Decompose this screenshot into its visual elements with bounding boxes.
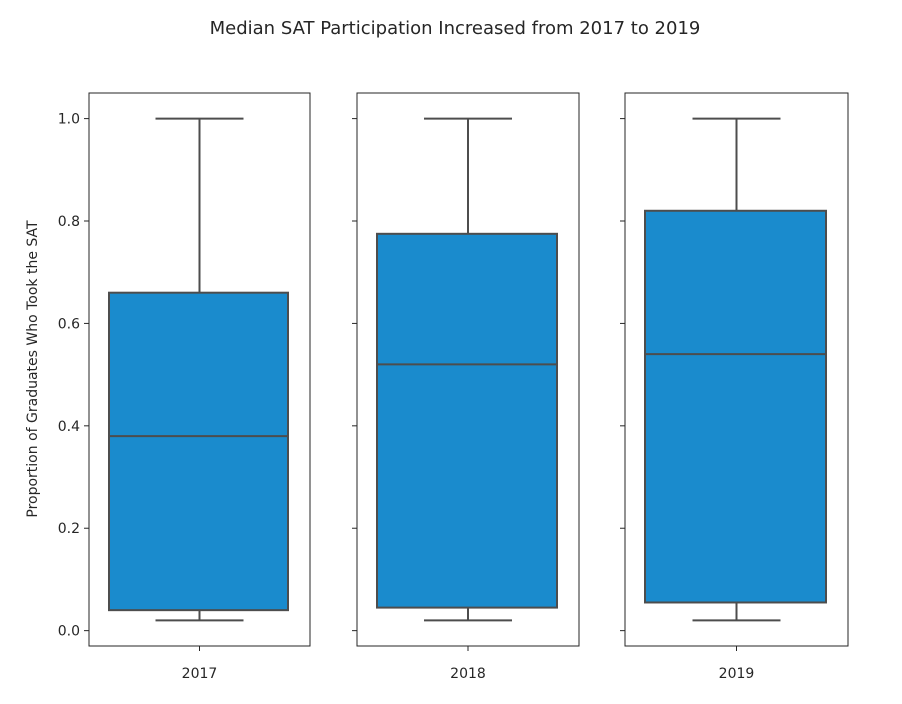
x-tick-label: 2017 (182, 666, 218, 682)
box-iqr (644, 209, 827, 604)
panel-2017: 0.0 0.2 0.4 0.6 0.8 1.0 2017 (58, 92, 311, 682)
y-tick-label: 0.2 (58, 521, 80, 537)
box-iqr (108, 291, 289, 612)
y-tick-label: 0.6 (58, 316, 80, 332)
y-tick-label: 0.4 (58, 419, 80, 435)
y-axis-label: Proportion of Graduates Who Took the SAT (25, 220, 41, 518)
x-tick-label: 2018 (450, 666, 486, 682)
box-iqr (376, 232, 558, 609)
panel-2018: 2018 (352, 92, 580, 682)
y-tick-label: 0.8 (58, 214, 80, 230)
panel-2019: 2019 (620, 92, 849, 682)
y-tick-label: 1.0 (58, 112, 80, 128)
panels: 0.0 0.2 0.4 0.6 0.8 1.0 2017 2018 2019 (58, 92, 849, 682)
chart-title: Median SAT Participation Increased from … (210, 18, 701, 39)
y-tick-label: 0.0 (58, 624, 80, 640)
x-tick-label: 2019 (719, 666, 755, 682)
